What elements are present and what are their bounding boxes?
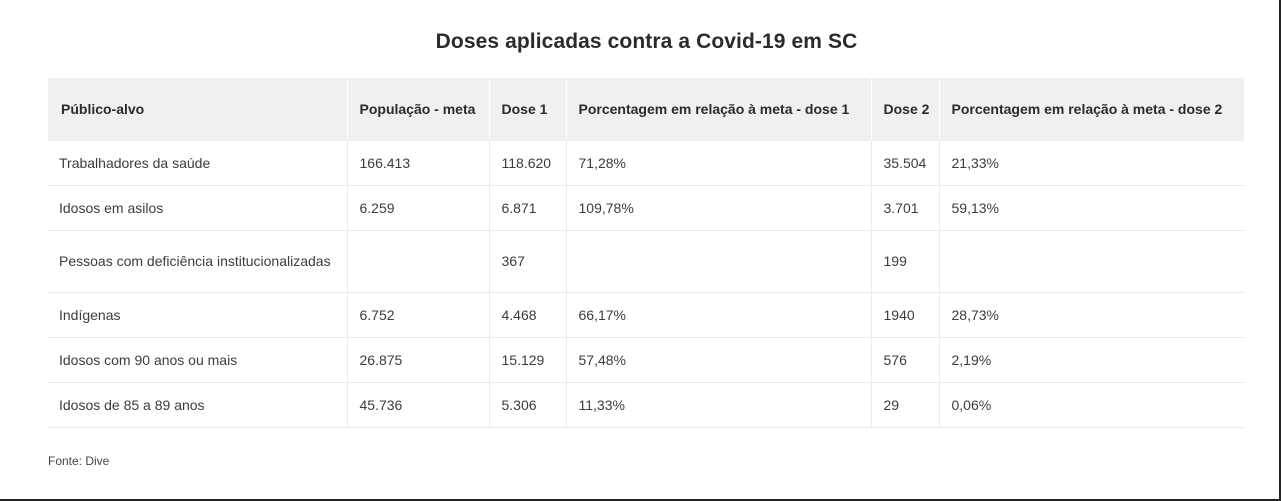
table-row: Idosos em asilos 6.259 6.871 109,78% 3.7… — [48, 185, 1244, 231]
table-row: Idosos de 85 a 89 anos 45.736 5.306 11,3… — [48, 382, 1244, 428]
cell-publico-alvo: Idosos com 90 anos ou mais — [48, 337, 348, 383]
table-row: Trabalhadores da saúde 166.413 118.620 7… — [48, 141, 1244, 186]
cell-dose-1: 118.620 — [489, 141, 567, 186]
cell-porcentagem-dose-1: 109,78% — [566, 185, 872, 231]
cell-porcentagem-dose-1: 66,17% — [566, 292, 872, 338]
cell-dose-2: 576 — [871, 337, 940, 383]
cell-publico-alvo: Idosos em asilos — [48, 185, 348, 231]
cell-porcentagem-dose-1 — [566, 230, 872, 293]
cell-publico-alvo: Idosos de 85 a 89 anos — [48, 382, 348, 428]
table-row: Pessoas com deficiência institucionaliza… — [48, 230, 1244, 293]
cell-porcentagem-dose-2: 59,13% — [939, 185, 1244, 231]
cell-publico-alvo: Indígenas — [48, 292, 348, 338]
cell-porcentagem-dose-2: 2,19% — [939, 337, 1244, 383]
cell-populacao-meta: 6.259 — [347, 185, 490, 231]
cell-porcentagem-dose-2: 0,06% — [939, 382, 1244, 428]
cell-porcentagem-dose-1: 11,33% — [566, 382, 872, 428]
header-populacao-meta: População - meta — [347, 78, 490, 141]
cell-dose-2: 35.504 — [871, 141, 940, 186]
header-dose-1: Dose 1 — [489, 78, 567, 141]
cell-populacao-meta: 6.752 — [347, 292, 490, 338]
cell-populacao-meta: 26.875 — [347, 337, 490, 383]
cell-dose-1: 367 — [489, 230, 567, 293]
cell-porcentagem-dose-1: 57,48% — [566, 337, 872, 383]
table-header-row: Público-alvo População - meta Dose 1 Por… — [48, 78, 1245, 141]
cell-porcentagem-dose-2: 28,73% — [939, 292, 1244, 338]
cell-dose-1: 4.468 — [489, 292, 567, 338]
cell-dose-2: 29 — [871, 382, 940, 428]
cell-porcentagem-dose-2 — [939, 230, 1244, 293]
header-dose-2: Dose 2 — [871, 78, 940, 141]
cell-dose-2: 199 — [871, 230, 940, 293]
table-row: Idosos com 90 anos ou mais 26.875 15.129… — [48, 337, 1244, 383]
cell-populacao-meta: 45.736 — [347, 382, 490, 428]
header-porcentagem-dose-2: Porcentagem em relação à meta - dose 2 — [939, 78, 1245, 141]
cell-porcentagem-dose-2: 21,33% — [939, 141, 1244, 186]
cell-dose-1: 5.306 — [489, 382, 567, 428]
cell-populacao-meta — [347, 230, 490, 293]
table-row: Indígenas 6.752 4.468 66,17% 1940 28,73% — [48, 292, 1244, 338]
cell-dose-1: 15.129 — [489, 337, 567, 383]
cell-porcentagem-dose-1: 71,28% — [566, 141, 872, 186]
doses-table: Público-alvo População - meta Dose 1 Por… — [48, 78, 1245, 428]
header-porcentagem-dose-1: Porcentagem em relação à meta - dose 1 — [566, 78, 872, 141]
header-publico-alvo: Público-alvo — [48, 78, 348, 141]
cell-dose-2: 1940 — [871, 292, 940, 338]
page-title: Doses aplicadas contra a Covid-19 em SC — [435, 30, 858, 53]
cell-dose-2: 3.701 — [871, 185, 940, 231]
cell-publico-alvo: Pessoas com deficiência institucionaliza… — [48, 230, 348, 293]
cell-publico-alvo: Trabalhadores da saúde — [48, 141, 348, 186]
source-note: Fonte: Dive — [48, 454, 110, 468]
cell-dose-1: 6.871 — [489, 185, 567, 231]
cell-populacao-meta: 166.413 — [347, 141, 490, 186]
